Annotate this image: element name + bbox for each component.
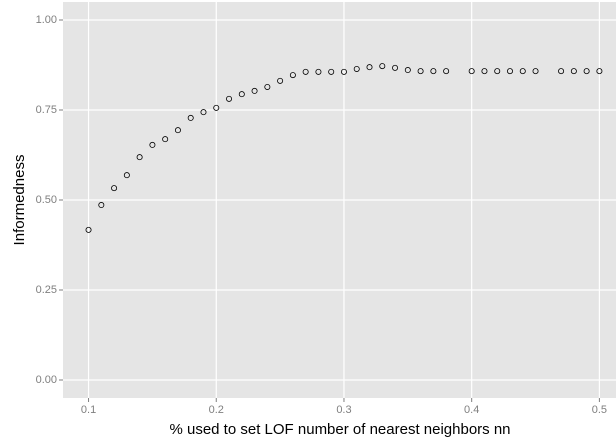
point — [366, 64, 373, 71]
x-tick-label: 0.4 — [464, 404, 479, 416]
y-tick-label: 1.00 — [36, 14, 57, 26]
point — [506, 68, 513, 75]
point — [238, 91, 245, 98]
point — [379, 63, 386, 70]
point — [187, 114, 194, 121]
point — [85, 226, 92, 233]
point — [174, 127, 181, 134]
x-tick-label: 0.2 — [209, 404, 224, 416]
point — [149, 141, 156, 148]
point — [251, 87, 258, 94]
y-tick-label: 0.50 — [36, 194, 57, 206]
point — [289, 72, 296, 79]
x-tick-label: 0.1 — [81, 404, 96, 416]
point — [200, 109, 207, 116]
point — [430, 68, 437, 75]
point — [519, 68, 526, 75]
point — [443, 68, 450, 75]
point — [302, 68, 309, 75]
point — [392, 64, 399, 71]
point — [417, 68, 424, 75]
point — [570, 68, 577, 75]
point — [328, 68, 335, 75]
point — [353, 65, 360, 72]
x-tick-label: 0.5 — [592, 404, 607, 416]
point — [404, 67, 411, 74]
y-axis-title: Informedness — [11, 155, 28, 246]
x-axis-title: % used to set LOF number of nearest neig… — [169, 421, 510, 438]
point — [468, 68, 475, 75]
point — [213, 104, 220, 111]
point — [226, 95, 233, 102]
y-tick-label: 0.00 — [36, 374, 57, 386]
point — [558, 68, 565, 75]
point — [111, 185, 118, 192]
point — [315, 68, 322, 75]
point — [583, 68, 590, 75]
y-tick-label: 0.75 — [36, 104, 57, 116]
point — [596, 68, 603, 75]
point — [162, 136, 169, 143]
point — [494, 68, 501, 75]
point — [136, 154, 143, 161]
y-tick-label: 0.25 — [36, 284, 57, 296]
point — [264, 83, 271, 90]
point — [532, 68, 539, 75]
point — [277, 77, 284, 84]
point — [481, 68, 488, 75]
point — [340, 68, 347, 75]
point — [98, 202, 105, 209]
point — [123, 172, 130, 179]
x-tick-label: 0.3 — [336, 404, 351, 416]
